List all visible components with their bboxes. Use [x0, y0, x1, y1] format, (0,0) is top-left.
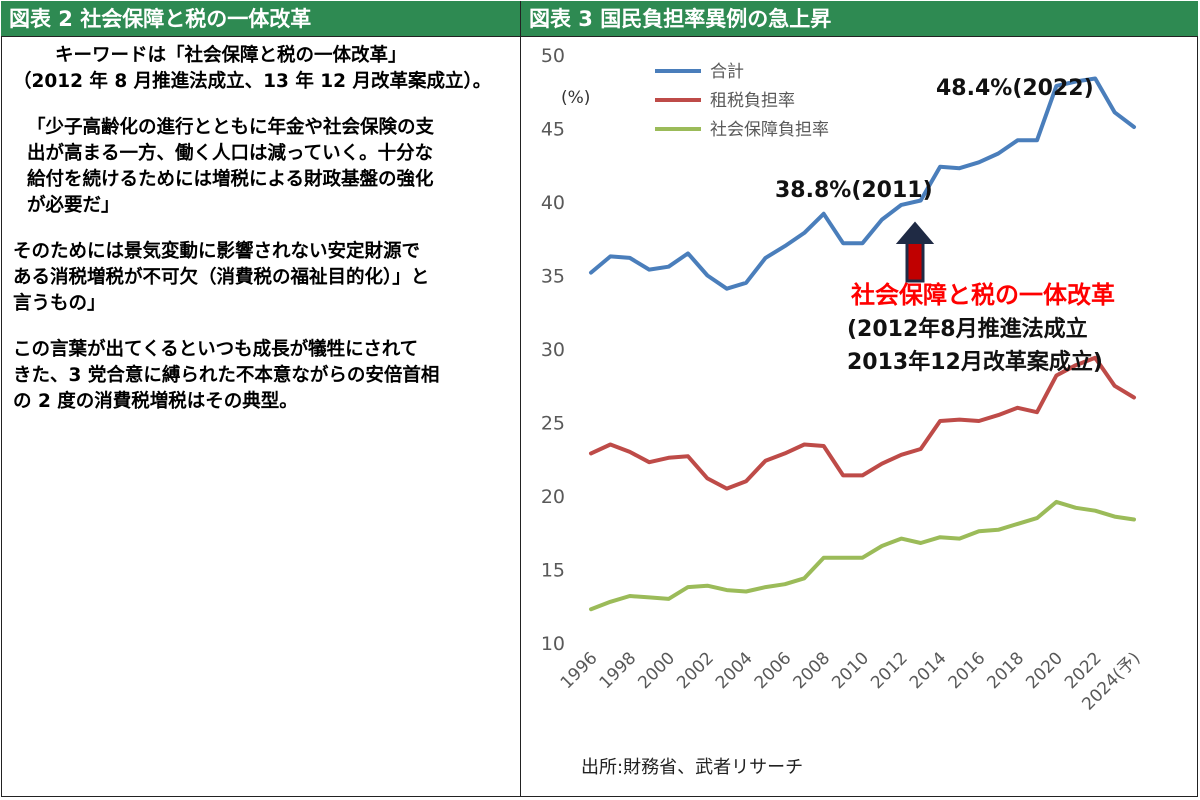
burden-rate-chart: 101520253035404550(%)1996199820002002200…	[541, 45, 1145, 778]
y-tick-label: 15	[541, 560, 565, 582]
y-axis-unit-label: (%)	[561, 88, 590, 108]
annotation-peak-label: 48.4%(2022)	[936, 76, 1094, 101]
keyword-line: キーワードは「社会保障と税の一体改革」	[55, 45, 407, 66]
left-panel-header: 図表 2 社会保障と税の一体改革	[1, 1, 520, 37]
keyword-date: （2012 年 8 月推進法成立、13 年 12 月改革案成立）。	[13, 71, 492, 92]
reform-arrow-shaft	[905, 239, 925, 283]
x-tick-label: 2008	[790, 648, 835, 693]
legend-label: 社会保障負担率	[710, 120, 829, 140]
x-tick-label: 2004	[712, 648, 757, 693]
annotation-reform-line: 2013年12月改革案成立)	[847, 349, 1103, 375]
quote-line: 出が高まる一方、働く人口は減っていく。十分な	[27, 143, 434, 164]
y-tick-label: 10	[541, 633, 565, 655]
x-tick-label: 2018	[983, 648, 1028, 693]
x-tick-label: 2014	[906, 648, 951, 693]
quote-line: が必要だ」	[27, 195, 120, 216]
note-line: きた、3 党合意に縛られた不本意ながらの安倍首相	[13, 365, 440, 386]
y-tick-label: 45	[541, 119, 565, 141]
annotation-reform-title: 社会保障と税の一体改革	[851, 281, 1115, 309]
x-tick-label: 2000	[634, 648, 679, 693]
y-tick-label: 35	[541, 266, 565, 288]
x-tick-label: 1998	[596, 648, 641, 693]
note-line: の 2 度の消費税増税はその典型。	[13, 391, 298, 412]
note-line: この言葉が出てくるといつも成長が犠牲にされて	[13, 339, 419, 360]
series-line-0	[589, 76, 1136, 291]
quote-line: 「少子高齢化の進行とともに年金や社会保険の支	[27, 117, 435, 138]
quote-line: 給付を続けるためには増税による財政基盤の強化	[27, 169, 434, 190]
reason-line: そのためには景気変動に影響されない安定財源で	[13, 241, 421, 262]
left-panel-body: キーワードは「社会保障と税の一体改革」 （2012 年 8 月推進法成立、13 …	[1, 37, 520, 415]
y-tick-label: 50	[541, 45, 565, 67]
reason-line: 言うもの」	[13, 293, 106, 314]
legend-label: 租税負担率	[710, 91, 795, 111]
y-tick-label: 30	[541, 339, 565, 361]
annotation-2011-label: 38.8%(2011)	[775, 178, 933, 203]
x-tick-label: 2010	[828, 648, 873, 693]
x-tick-label: 2020	[1022, 648, 1067, 693]
legend-label: 合計	[710, 62, 744, 82]
y-tick-label: 20	[541, 486, 565, 508]
right-panel-header: 図表 3 国民負担率異例の急上昇	[521, 1, 1198, 37]
reform-arrow-head	[895, 221, 935, 244]
reason-line: ある消税増税が不可欠（消費税の福祉目的化）」と	[13, 267, 430, 288]
source-note: 出所:財務省、武者リサーチ	[581, 757, 803, 778]
left-panel: 図表 2 社会保障と税の一体改革 キーワードは「社会保障と税の一体改革」 （20…	[1, 1, 521, 797]
x-tick-label: 2002	[673, 648, 718, 693]
annotation-reform-line: (2012年8月推進法成立	[847, 316, 1088, 342]
series-line-1	[589, 355, 1136, 491]
x-tick-label: 2006	[751, 648, 796, 693]
right-panel: 図表 3 国民負担率異例の急上昇 10 15 20 25 30 35 40 45 50 (%) 19…	[521, 1, 1198, 797]
y-tick-label: 40	[541, 192, 565, 214]
series-line-2	[589, 499, 1136, 612]
y-tick-label: 25	[541, 413, 565, 435]
x-tick-label: 2016	[945, 648, 990, 693]
x-tick-label: 1996	[557, 648, 602, 693]
x-tick-label: 2012	[867, 648, 912, 693]
